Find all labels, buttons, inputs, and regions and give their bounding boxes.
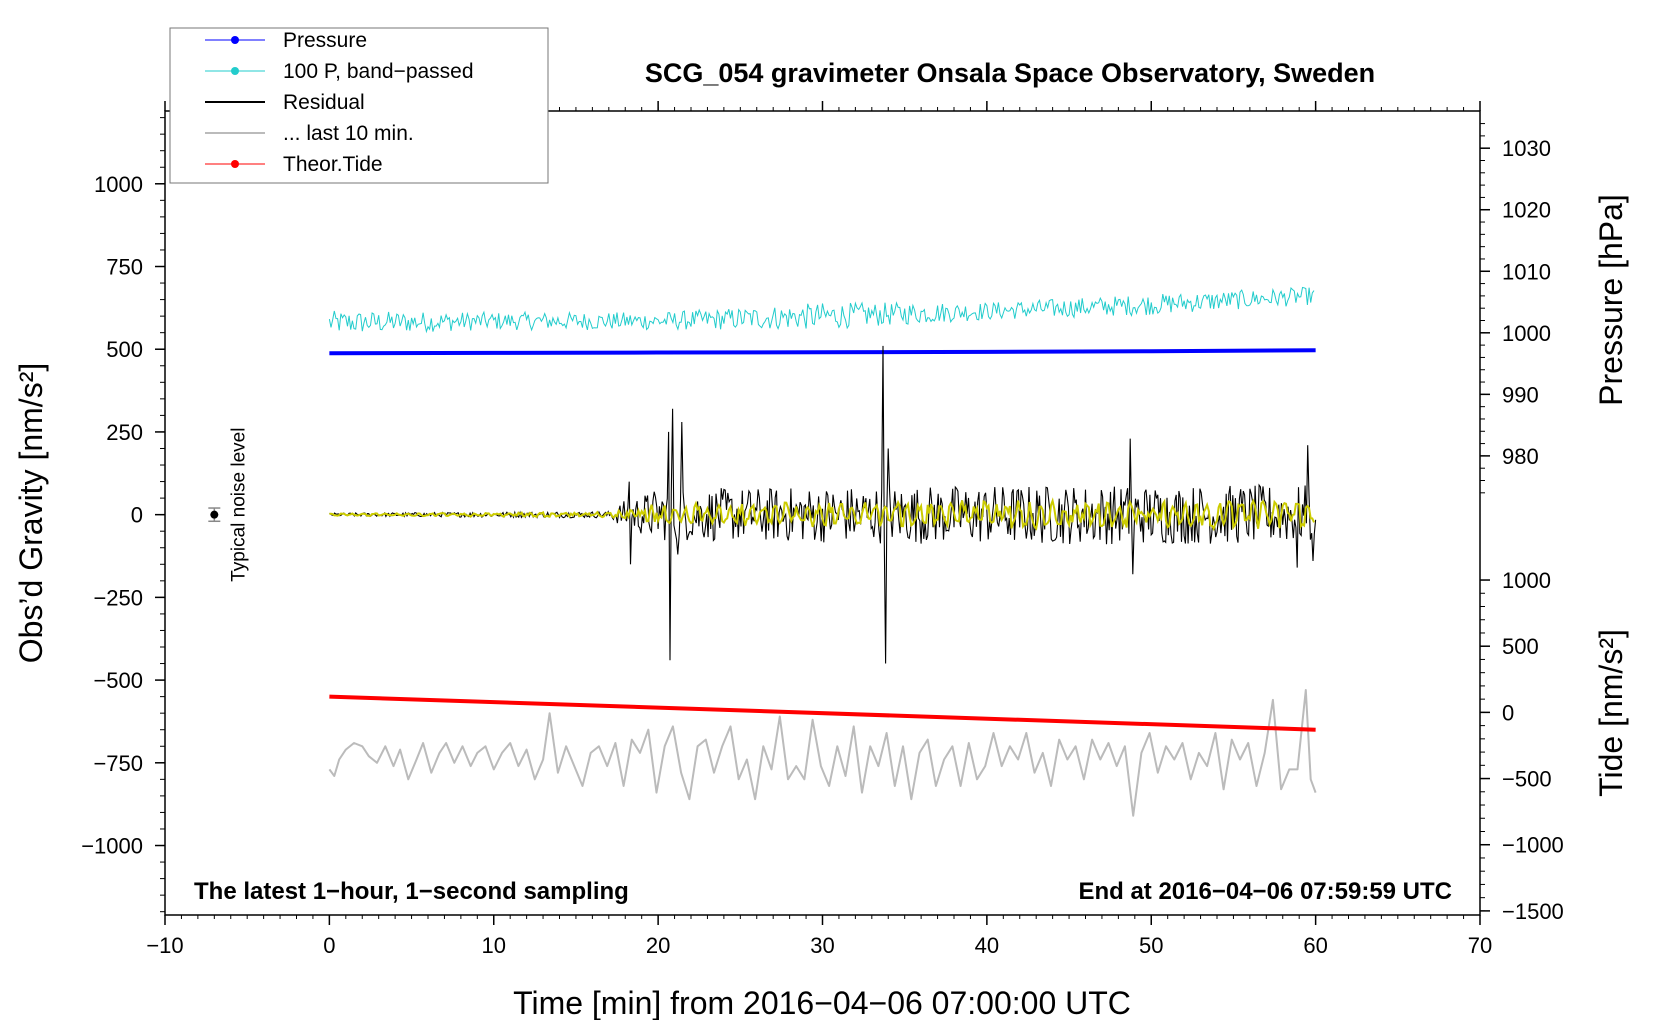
y-axis-title: Obs’d Gravity [nm/s²]: [13, 363, 49, 664]
x-tick-label: 20: [646, 933, 670, 958]
pressure-line: [329, 348, 1316, 356]
series-layer: [328, 286, 1317, 817]
pressure-tick-label: 990: [1502, 382, 1539, 407]
y-tick-label: −250: [93, 585, 143, 610]
band-passed-pressure-line: [328, 286, 1315, 334]
legend-label: Theor.Tide: [283, 153, 383, 176]
legend-box: [169, 27, 549, 184]
pressure-tick-label: 980: [1502, 444, 1539, 469]
x-axis-title: Time [min] from 2016−04−06 07:00:00 UTC: [513, 985, 1131, 1020]
x-tick-label: 70: [1468, 933, 1492, 958]
x-tick-label: 30: [810, 933, 834, 958]
pressure-tick-label: 1000: [1502, 321, 1551, 346]
legend-marker: [231, 36, 239, 44]
x-tick-label: 0: [323, 933, 335, 958]
y-tick-label: 500: [106, 337, 143, 362]
legend-label: Pressure: [283, 29, 367, 52]
y-tick-label: 0: [131, 503, 143, 528]
axis-ticks: −10 0 10 20 30 40 50 60 7010007505002500−250−500…: [81, 101, 1564, 958]
tide-tick-label: −1000: [1502, 833, 1564, 858]
sampling-annotation: The latest 1−hour, 1−second sampling: [194, 878, 629, 905]
legend-label: ... last 10 min.: [283, 122, 414, 145]
filtered-residual-line: [329, 497, 1315, 532]
x-tick-label: 10: [482, 933, 506, 958]
chart-title: SCG_054 gravimeter Onsala Space Observat…: [645, 58, 1375, 88]
pressure-tick-label: 1020: [1502, 198, 1551, 223]
y-tick-label: −1000: [81, 834, 143, 859]
legend-marker: [231, 160, 239, 168]
x-tick-label: 50: [1139, 933, 1163, 958]
tide-tick-label: −500: [1502, 767, 1552, 792]
y-tick-label: −500: [93, 668, 143, 693]
legend-marker: [231, 67, 239, 75]
legend: Pressure 100 P, band−passed Residual ... la…: [169, 27, 549, 184]
pressure-tick-label: 1030: [1502, 136, 1551, 161]
tide-tick-label: 0: [1502, 700, 1514, 725]
y-tick-label: 250: [106, 420, 143, 445]
legend-label: 100 P, band−passed: [283, 60, 474, 83]
tide-tick-label: 500: [1502, 634, 1539, 659]
x-tick-label: 60: [1303, 933, 1327, 958]
noise-level-marker: [208, 507, 221, 523]
pressure-tick-label: 1010: [1502, 259, 1551, 284]
theoretical-tide-line: [329, 694, 1316, 732]
pressure-axis-title: Pressure [hPa]: [1593, 194, 1629, 406]
noise-point: [210, 510, 219, 519]
tide-axis-title: Tide [nm/s²]: [1593, 629, 1629, 797]
y-tick-label: 1000: [94, 172, 143, 197]
noise-level-label: Typical noise level: [228, 428, 249, 582]
end-time-annotation: End at 2016−04−06 07:59:59 UTC: [1078, 878, 1452, 905]
y-tick-label: 750: [106, 255, 143, 280]
tide-tick-label: 1000: [1502, 568, 1551, 593]
x-tick-label: 40: [975, 933, 999, 958]
y-tick-label: −750: [93, 751, 143, 776]
legend-label: Residual: [283, 91, 365, 114]
last-10-min-line: [328, 689, 1317, 817]
x-tick-label: −10: [146, 933, 183, 958]
tide-tick-label: −1500: [1502, 899, 1564, 924]
